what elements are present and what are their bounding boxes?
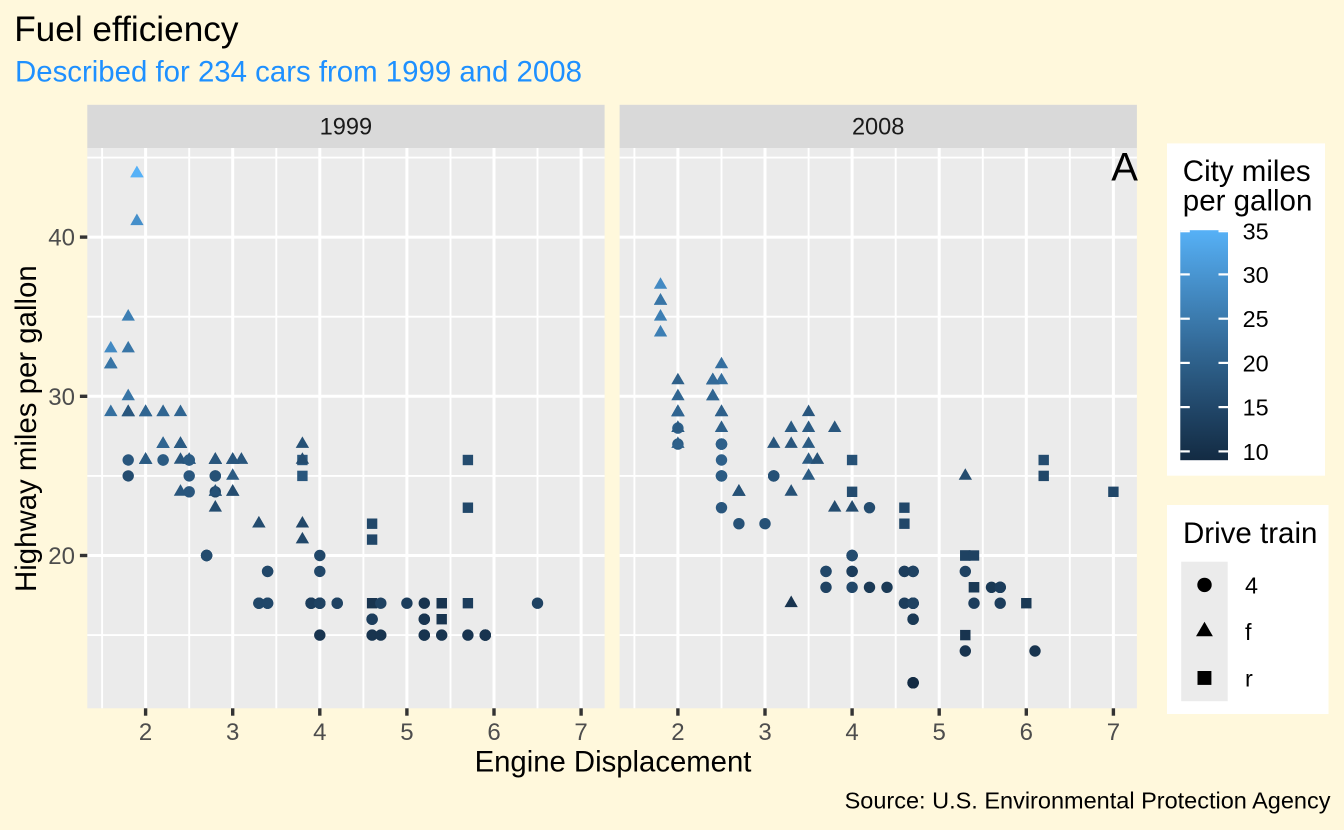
svg-text:25: 25	[1243, 306, 1269, 332]
svg-text:2008: 2008	[852, 115, 905, 141]
svg-text:35: 35	[1243, 219, 1269, 245]
svg-text:5: 5	[933, 719, 946, 746]
svg-text:7: 7	[1107, 719, 1120, 746]
svg-text:per gallon: per gallon	[1183, 185, 1313, 218]
svg-text:r: r	[1245, 665, 1253, 691]
svg-text:Drive train: Drive train	[1183, 517, 1317, 550]
svg-text:7: 7	[574, 719, 587, 746]
svg-text:A: A	[1111, 145, 1138, 189]
svg-text:20: 20	[1243, 350, 1269, 376]
svg-text:Engine Displacement: Engine Displacement	[475, 746, 752, 779]
svg-text:Source: U.S. Environmental Pro: Source: U.S. Environmental Protection Ag…	[845, 787, 1331, 813]
svg-text:6: 6	[1020, 719, 1033, 746]
svg-text:40: 40	[48, 225, 75, 252]
svg-text:4: 4	[313, 719, 326, 746]
svg-text:30: 30	[48, 384, 75, 411]
svg-text:Highway miles per gallon: Highway miles per gallon	[10, 265, 43, 592]
svg-text:City miles: City miles	[1183, 155, 1311, 188]
svg-text:30: 30	[1243, 262, 1269, 288]
svg-text:2: 2	[139, 719, 152, 746]
svg-text:4: 4	[845, 719, 858, 746]
svg-text:1999: 1999	[320, 115, 373, 141]
svg-text:6: 6	[487, 719, 500, 746]
svg-text:4: 4	[1245, 572, 1258, 598]
svg-text:20: 20	[48, 543, 75, 570]
svg-text:10: 10	[1243, 439, 1269, 465]
svg-text:Described for 234 cars from 19: Described for 234 cars from 1999 and 200…	[15, 56, 582, 89]
svg-text:Fuel efficiency: Fuel efficiency	[14, 10, 239, 49]
svg-text:15: 15	[1243, 395, 1269, 421]
svg-text:5: 5	[400, 719, 413, 746]
svg-text:3: 3	[226, 719, 239, 746]
svg-text:f: f	[1245, 619, 1252, 645]
svg-text:2: 2	[671, 719, 684, 746]
svg-text:3: 3	[758, 719, 771, 746]
